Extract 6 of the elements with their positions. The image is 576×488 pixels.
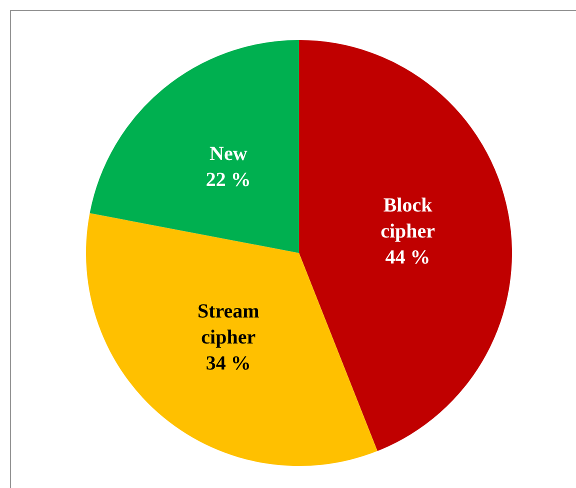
data-label: 44 % <box>385 246 430 268</box>
data-label: 34 % <box>206 352 251 375</box>
slice-label: Block cipher <box>380 194 436 242</box>
slice-label: New <box>210 142 248 165</box>
slice-label: Stream cipher <box>197 300 260 349</box>
data-label: 22 % <box>206 168 251 191</box>
